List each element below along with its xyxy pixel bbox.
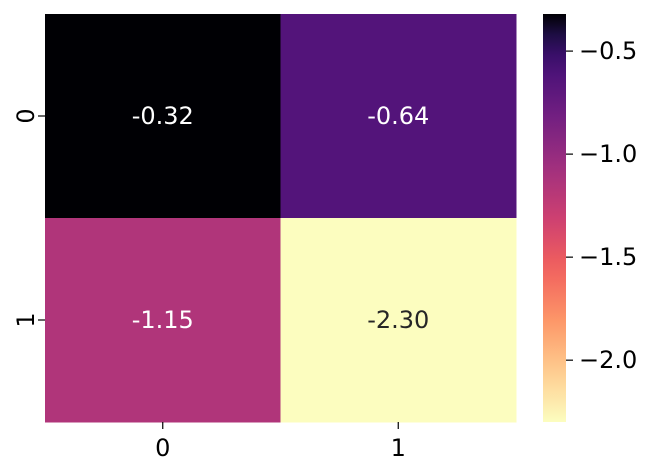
x-tick-label: 0	[155, 434, 170, 462]
cell-value-label-r1-c1: -2.30	[367, 306, 429, 334]
colorbar-gradient	[543, 14, 566, 422]
cell-value-label-r0-c0: -0.32	[132, 102, 194, 130]
heatmap-cell-r0-c0	[45, 14, 281, 219]
heatmap-cell-r1-c1	[280, 218, 517, 423]
colorbar: −0.5 −1.0 −1.5 −2.0	[543, 14, 637, 422]
heatmap-cells	[45, 14, 517, 423]
heatmap-cell-r1-c0	[45, 218, 281, 423]
x-tick-label: 1	[391, 434, 406, 462]
y-axis: 01	[12, 108, 45, 328]
cell-value-label-r1-c0: -1.15	[132, 306, 194, 334]
colorbar-tick-label: −2.0	[579, 346, 637, 374]
colorbar-tick-label: −0.5	[579, 37, 637, 65]
heatmap-cell-r0-c1	[280, 14, 517, 219]
colorbar-tick-label: −1.0	[579, 140, 637, 168]
colorbar-tick-label: −1.5	[579, 243, 637, 271]
cell-value-label-r0-c1: -0.64	[367, 102, 429, 130]
y-tick-label: 1	[12, 312, 40, 327]
y-tick-label: 0	[12, 108, 40, 123]
heatmap-cell-labels: -0.32 -0.64 -1.15 -2.30	[132, 102, 430, 334]
